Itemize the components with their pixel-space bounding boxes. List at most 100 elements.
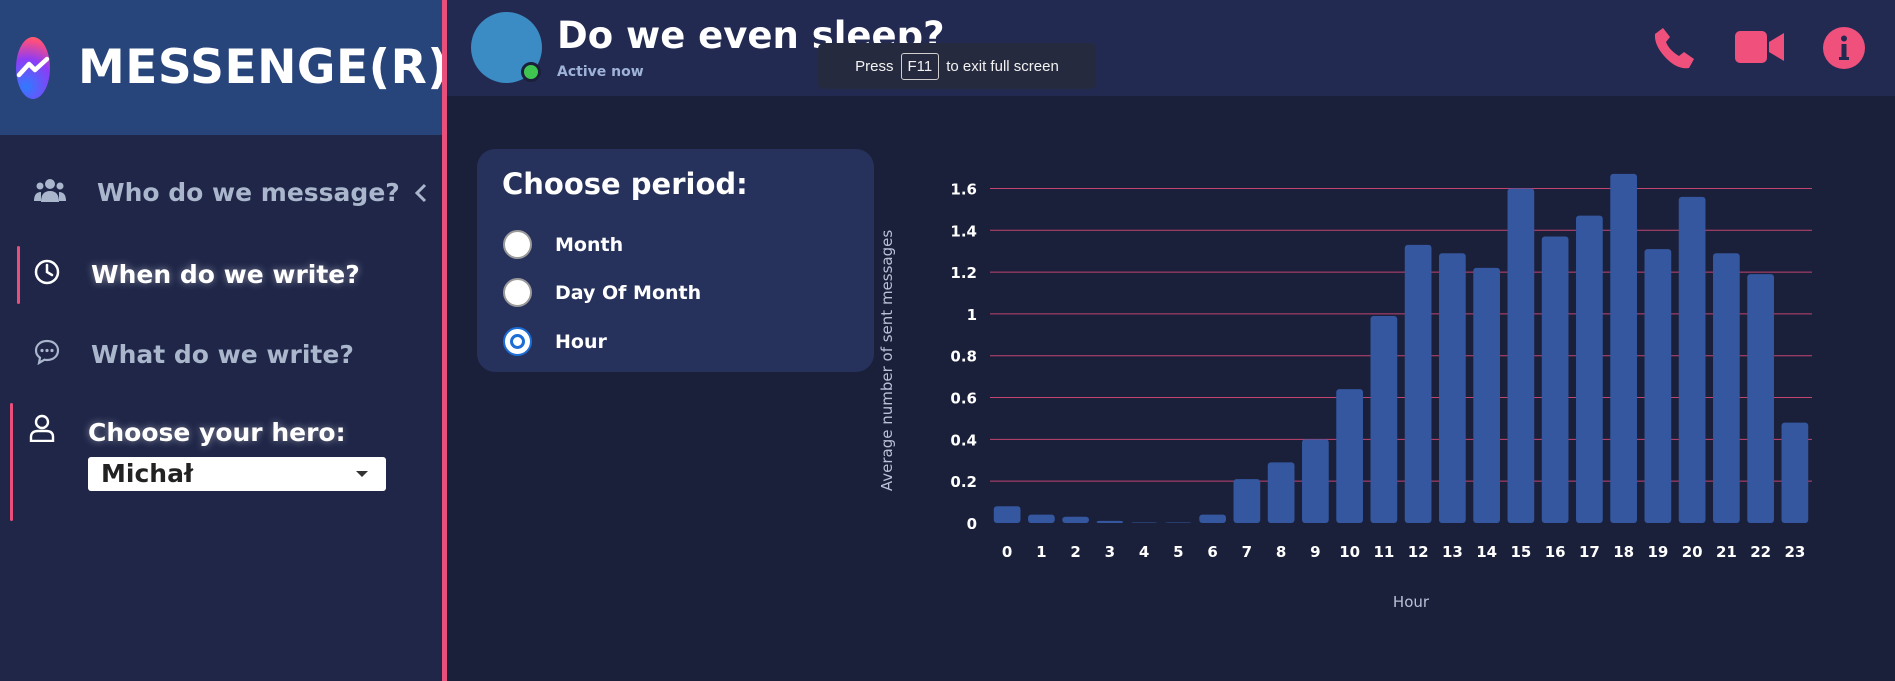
hourly-bar-chart: 00.20.40.60.811.21.41.60 1 2 3 4 5 6 7 8 9 10 11 12 1… xyxy=(878,173,1812,611)
bar xyxy=(1404,244,1432,523)
y-tick-label: 0 xyxy=(967,515,977,533)
sidebar-item-when[interactable]: When do we write? xyxy=(34,259,360,290)
bar xyxy=(1473,267,1500,523)
phone-icon[interactable] xyxy=(1651,25,1697,76)
messenger-logo-icon[interactable] xyxy=(16,36,50,99)
x-tick-label: 21 xyxy=(1716,543,1737,561)
period-card xyxy=(477,149,874,372)
x-tick-label: 1 xyxy=(1036,543,1046,561)
y-axis-label: Average number of sent messages xyxy=(878,230,896,492)
radio-button[interactable] xyxy=(503,278,532,307)
period-option-label: Month xyxy=(555,233,624,256)
bar xyxy=(1370,316,1398,523)
x-tick-label: 20 xyxy=(1682,543,1703,561)
period-option-label: Hour xyxy=(555,330,607,353)
sidebar-item-who[interactable]: Who do we message? xyxy=(34,176,428,209)
bar xyxy=(1781,422,1809,523)
clock-icon xyxy=(34,259,60,290)
x-tick-label: 2 xyxy=(1070,543,1080,561)
brand-title: MESSENGE(R) xyxy=(78,40,450,95)
fullscreen-toast: Press F11 to exit full screen xyxy=(818,43,1096,89)
x-axis-label: Hour xyxy=(1393,593,1430,611)
active-status: Active now xyxy=(557,64,644,80)
y-tick-label: 1.6 xyxy=(950,180,977,198)
x-tick-label: 14 xyxy=(1476,543,1497,561)
period-title: Choose period: xyxy=(502,167,748,201)
info-icon[interactable] xyxy=(1822,26,1866,75)
x-tick-label: 4 xyxy=(1139,543,1149,561)
y-tick-label: 0.4 xyxy=(950,431,977,449)
bar xyxy=(1439,253,1466,523)
radio-button[interactable] xyxy=(503,230,532,259)
sidebar-item-what[interactable]: What do we write? xyxy=(34,339,354,370)
caret-down-icon xyxy=(356,471,368,477)
y-tick-label: 0.2 xyxy=(950,473,977,491)
bar xyxy=(1610,173,1637,523)
bar xyxy=(1336,389,1363,523)
y-tick-label: 0.6 xyxy=(950,390,977,408)
sidebar-divider xyxy=(442,0,447,681)
x-tick-label: 5 xyxy=(1173,543,1183,561)
period-option-month[interactable]: Month xyxy=(503,230,623,259)
x-tick-label: 12 xyxy=(1408,543,1429,561)
chat-header xyxy=(447,0,1895,96)
period-option-hour[interactable]: Hour xyxy=(503,327,607,356)
x-tick-label: 0 xyxy=(1002,543,1012,561)
hero-select[interactable]: Michał xyxy=(88,457,386,491)
x-tick-label: 10 xyxy=(1339,543,1360,561)
sidebar-header: MESSENGE(R) xyxy=(0,0,449,135)
bar xyxy=(1028,514,1055,523)
period-option-label: Day Of Month xyxy=(555,281,702,304)
bar xyxy=(1130,522,1158,523)
y-tick-label: 0.8 xyxy=(950,348,977,366)
active-indicator xyxy=(17,246,20,304)
bar xyxy=(1267,462,1295,523)
bar xyxy=(1233,479,1261,523)
bar xyxy=(1644,249,1672,523)
bar xyxy=(1062,516,1089,523)
sidebar-item-label: Choose your hero: xyxy=(88,418,346,447)
active-indicator xyxy=(10,403,13,521)
x-tick-label: 11 xyxy=(1373,543,1394,561)
x-tick-label: 23 xyxy=(1784,543,1805,561)
bar xyxy=(1507,188,1535,524)
hero-select-value: Michał xyxy=(101,459,194,488)
x-tick-label: 3 xyxy=(1105,543,1115,561)
y-tick-label: 1.4 xyxy=(950,222,977,240)
sidebar-item-hero: Choose your hero: xyxy=(29,414,346,447)
y-tick-label: 1.2 xyxy=(950,264,977,282)
user-icon xyxy=(29,414,55,447)
x-tick-label: 22 xyxy=(1750,543,1771,561)
sidebar-item-label: Who do we message? xyxy=(97,178,400,207)
users-icon xyxy=(34,177,66,208)
chevron-left-icon[interactable] xyxy=(414,182,428,209)
toast-prefix: Press xyxy=(855,57,894,75)
online-status-dot xyxy=(521,62,541,82)
x-tick-label: 18 xyxy=(1613,543,1634,561)
x-tick-label: 15 xyxy=(1510,543,1531,561)
sidebar-item-label: When do we write? xyxy=(91,260,360,289)
toast-key: F11 xyxy=(900,52,940,80)
sidebar: MESSENGE(R) Who do we message? W xyxy=(0,0,449,681)
bar xyxy=(1747,274,1774,523)
x-tick-label: 6 xyxy=(1207,543,1217,561)
toast-suffix: to exit full screen xyxy=(946,57,1059,75)
bar xyxy=(1096,520,1124,523)
x-tick-label: 19 xyxy=(1647,543,1668,561)
bar xyxy=(1576,215,1603,523)
chat-bubble-icon xyxy=(34,339,60,370)
video-icon[interactable] xyxy=(1734,29,1786,70)
x-tick-label: 17 xyxy=(1579,543,1600,561)
bar xyxy=(1678,196,1706,523)
bar xyxy=(1165,522,1192,523)
bar xyxy=(993,506,1021,523)
bar xyxy=(1713,253,1740,523)
x-tick-label: 13 xyxy=(1442,543,1463,561)
radio-button-selected[interactable] xyxy=(503,327,532,356)
bar xyxy=(1199,514,1226,523)
x-tick-label: 7 xyxy=(1242,543,1252,561)
period-option-day-of-month[interactable]: Day Of Month xyxy=(503,278,701,307)
y-tick-label: 1 xyxy=(967,306,977,324)
bar xyxy=(1302,439,1329,523)
x-tick-label: 16 xyxy=(1545,543,1566,561)
